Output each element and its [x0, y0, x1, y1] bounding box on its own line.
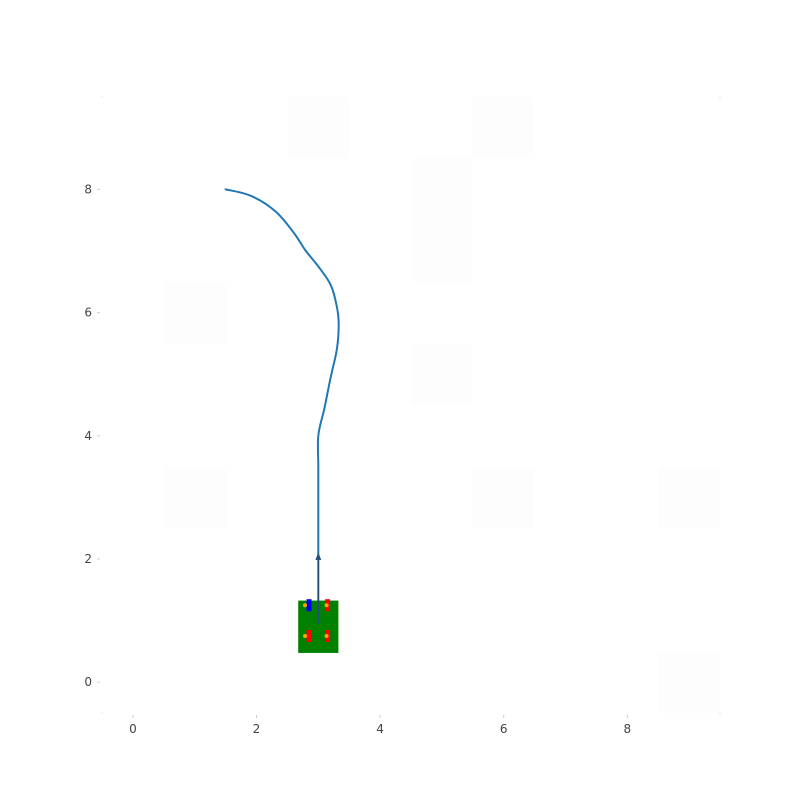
y-tick-label: 2 — [84, 552, 92, 566]
obstacle-cell — [658, 466, 720, 529]
obstacle-cell — [411, 343, 473, 405]
robot-wheel-marker — [324, 634, 329, 638]
y-axis: 0 2 4 6 8 — [84, 182, 100, 689]
robot-heading-arrow-head — [315, 552, 322, 560]
corner-mark — [101, 96, 103, 98]
obstacle-cell — [472, 466, 535, 529]
robot-wheel-marker — [324, 603, 329, 608]
y-tick-label: 4 — [84, 429, 92, 443]
x-tick-label: 2 — [253, 722, 261, 736]
obstacle-cell — [658, 651, 720, 713]
obstacle-cell — [163, 466, 226, 529]
corner-mark — [101, 712, 103, 714]
series-layer — [224, 188, 340, 622]
y-tick-label: 0 — [84, 675, 92, 689]
obstacle-cell — [472, 97, 535, 159]
corner-mark — [719, 96, 721, 98]
trajectory-line — [224, 188, 340, 622]
x-tick-label: 4 — [376, 722, 384, 736]
x-axis: 0 2 4 6 8 — [129, 715, 631, 736]
robot — [298, 552, 339, 653]
obstacle-cell — [287, 97, 350, 159]
plot-corner-marks — [101, 96, 721, 714]
x-tick-label: 0 — [129, 722, 137, 736]
y-tick-label: 8 — [84, 182, 92, 196]
y-tick-label: 6 — [84, 306, 92, 320]
robot-wheel — [306, 630, 312, 642]
robot-wheel — [306, 599, 312, 612]
obstacle-cell — [411, 158, 473, 282]
obstacles-layer — [163, 97, 720, 713]
robot-wheel-marker — [303, 634, 308, 638]
robot-wheel-marker — [303, 603, 308, 608]
x-tick-label: 8 — [623, 722, 631, 736]
obstacle-cell — [163, 281, 226, 344]
x-tick-label: 6 — [500, 722, 508, 736]
corner-mark — [719, 712, 721, 714]
